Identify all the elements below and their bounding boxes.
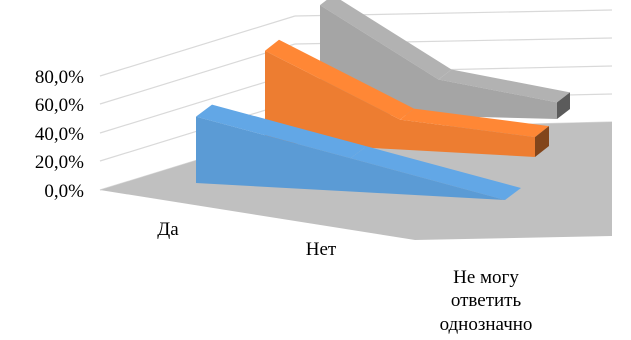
series-0-top-face-1 — [350, 146, 521, 200]
y-tick-label-1: 20,0% — [35, 152, 84, 173]
series-2-front-face — [320, 5, 557, 120]
x-tick-label-ne-mogu-1: Не могу — [453, 267, 519, 288]
x-tick-label-net: Нет — [306, 239, 337, 260]
series-0 — [196, 104, 521, 200]
series-0-top-face-0 — [196, 104, 367, 159]
series-1-top-face-1 — [400, 108, 549, 138]
x-tick-label-ne-mogu-3: однозначно — [440, 314, 533, 335]
series-0-front-face — [196, 116, 505, 200]
series-2-top-face-1 — [438, 69, 570, 103]
series-2-top-face-0 — [320, 0, 452, 80]
series-2 — [320, 0, 570, 120]
series-1 — [265, 39, 549, 158]
y-tick-label-3: 60,0% — [35, 95, 84, 116]
x-tick-label-da: Да — [157, 219, 179, 240]
series-1-top-face-0 — [265, 39, 414, 120]
y-tick-label-4: 80,0% — [35, 67, 84, 88]
series-1-front-face — [265, 50, 535, 158]
y-tick-label-0: 0,0% — [44, 181, 84, 202]
series-1-end-face — [535, 126, 549, 157]
series-layer — [196, 0, 570, 200]
x-tick-label-ne-mogu-2: ответить — [451, 290, 522, 311]
x-axis: Да Нет Не могу ответить однозначно — [157, 219, 532, 335]
gridline-2 — [99, 72, 296, 134]
series-2-end-face — [557, 92, 570, 119]
gridline-3 — [99, 43, 296, 105]
y-axis: 0,0% 20,0% 40,0% 60,0% 80,0% — [35, 67, 84, 202]
gridline-4 — [99, 15, 296, 77]
y-tick-label-2: 40,0% — [35, 124, 84, 145]
